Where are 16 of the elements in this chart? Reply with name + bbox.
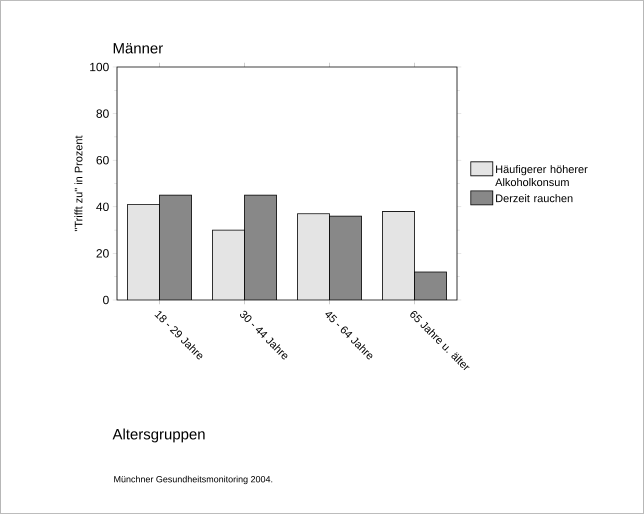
y-tick-label: 0 bbox=[103, 296, 109, 304]
chart-title: Männer bbox=[114, 43, 163, 54]
bar bbox=[414, 272, 447, 300]
x-axis-title: Altersgruppen bbox=[112, 428, 205, 442]
y-tick-label: 100 bbox=[90, 62, 109, 72]
text: Münchner Gesundheitsmonitoring 2004. bbox=[114, 476, 272, 484]
bar bbox=[329, 216, 362, 300]
y-tick-label: 40 bbox=[96, 202, 109, 212]
bar bbox=[244, 194, 277, 300]
y-tick-label: 60 bbox=[96, 156, 109, 164]
legend-label: Derzeit rauchen bbox=[496, 194, 572, 202]
y-axis-title: "Trifft zu" in Prozent bbox=[74, 136, 82, 232]
bar bbox=[159, 194, 192, 300]
y-tick-label: 20 bbox=[96, 249, 109, 258]
y-tick-label: 80 bbox=[96, 109, 109, 118]
legend-label: Häufigerer höherer Alkoholkonsum bbox=[495, 165, 588, 186]
